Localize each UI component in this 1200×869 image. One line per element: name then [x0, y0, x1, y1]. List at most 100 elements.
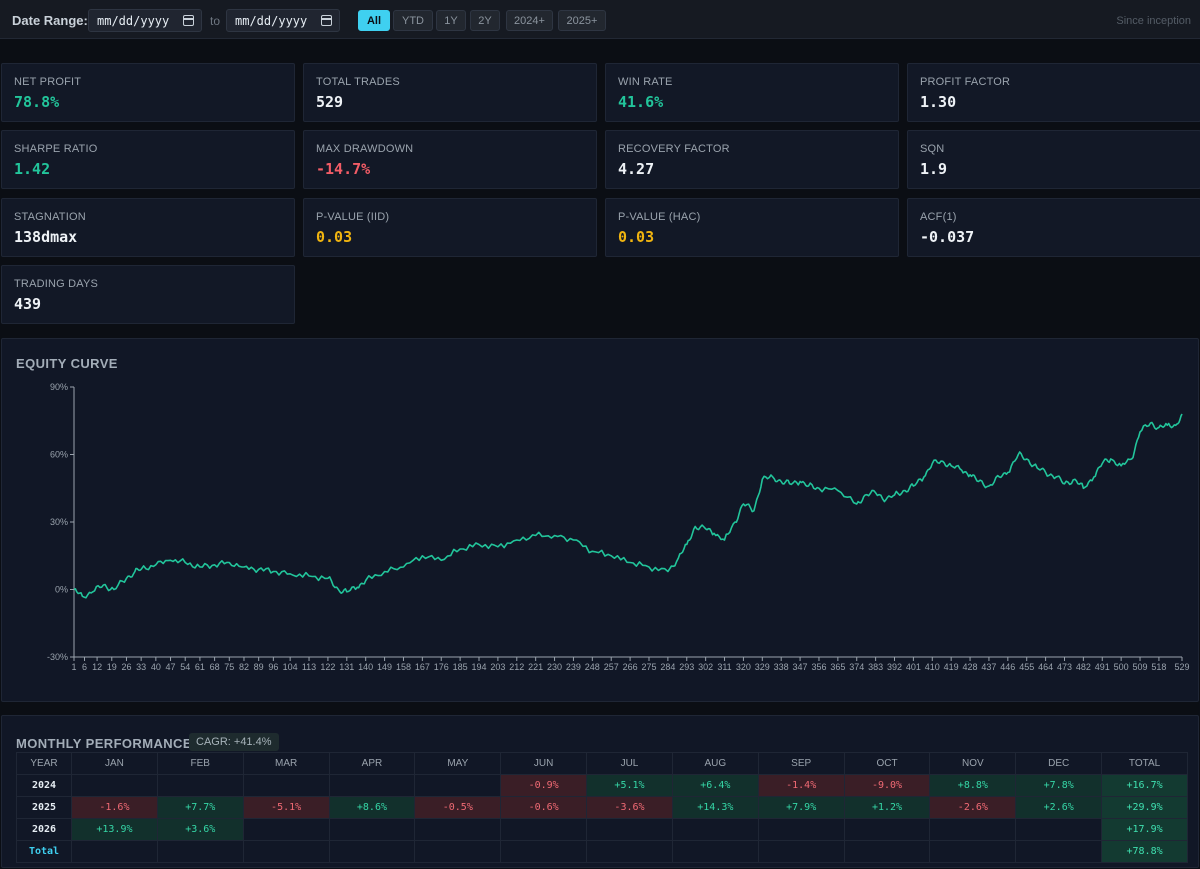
x-tick-label: 61	[195, 662, 205, 672]
x-tick-label: 311	[717, 662, 731, 672]
year-cell: 2025	[16, 796, 72, 819]
metric-value: -14.7%	[316, 160, 371, 178]
equity-curve-chart: 90% 60% 30% 0% -30%1 6 12 19 26 33 40 47 54 61 68 75 82 8…	[47, 382, 1190, 672]
metric-value: 138dmax	[14, 228, 78, 246]
column-header-jun: JUN	[500, 752, 588, 775]
metric-value: 1.30	[920, 93, 957, 111]
column-header-oct: OCT	[843, 752, 931, 775]
x-tick-label: 104	[283, 662, 298, 672]
end-date-placeholder: mm/dd/yyyy	[235, 13, 308, 28]
month-return-cell	[500, 818, 588, 841]
month-return-cell	[843, 818, 931, 841]
month-return-cell: -0.5%	[414, 796, 502, 819]
x-tick-label: 473	[1057, 662, 1072, 672]
empty-cell	[843, 840, 931, 863]
metric-value: 78.8%	[14, 93, 60, 111]
x-tick-label: 419	[944, 662, 959, 672]
month-return-cell	[71, 774, 158, 797]
month-return-cell	[1015, 818, 1103, 841]
metric-card-net-profit: NET PROFIT 78.8%	[1, 63, 295, 122]
x-tick-label: 239	[566, 662, 581, 672]
x-tick-label: 293	[679, 662, 694, 672]
x-tick-label: 500	[1114, 662, 1129, 672]
range-button-2025-plus[interactable]: 2025+	[558, 10, 606, 31]
month-return-cell: -5.1%	[242, 796, 330, 819]
metric-label: SHARPE RATIO	[14, 143, 98, 155]
metric-label: TOTAL TRADES	[316, 76, 400, 88]
x-tick-label: 248	[585, 662, 600, 672]
equity-curve-panel: EQUITY CURVE 90% 60% 30% 0% -30% 1 6 12 19 26 33 40…	[1, 338, 1199, 702]
month-return-cell: -9.0%	[843, 774, 931, 797]
empty-cell	[929, 840, 1017, 863]
column-header-year: YEAR	[16, 752, 72, 775]
month-return-cell	[328, 774, 416, 797]
x-tick-label: 374	[849, 662, 864, 672]
month-return-cell: -1.6%	[71, 796, 158, 819]
x-tick-label: 329	[755, 662, 770, 672]
range-button-all[interactable]: All	[358, 10, 390, 31]
metric-value: 41.6%	[618, 93, 664, 111]
column-header-aug: AUG	[671, 752, 759, 775]
x-tick-label: 392	[887, 662, 902, 672]
x-tick-label: 140	[358, 662, 373, 672]
metric-label: P-VALUE (IID)	[316, 211, 390, 223]
metric-card-sharpe-ratio: SHARPE RATIO 1.42	[1, 130, 295, 189]
x-tick-label: 320	[736, 662, 751, 672]
month-return-cell: +6.4%	[671, 774, 759, 797]
range-button-2024-plus[interactable]: 2024+	[506, 10, 553, 31]
range-button-1y[interactable]: 1Y	[436, 10, 466, 31]
empty-cell	[1015, 840, 1103, 863]
x-tick-label: 356	[811, 662, 826, 672]
start-date-input[interactable]: mm/dd/yyyy	[88, 9, 202, 32]
metric-label: PROFIT FACTOR	[920, 76, 1011, 88]
metric-card-max-drawdown: MAX DRAWDOWN -14.7%	[303, 130, 597, 189]
metric-card-profit-factor: PROFIT FACTOR 1.30	[907, 63, 1200, 122]
metric-card-recovery-factor: RECOVERY FACTOR 4.27	[605, 130, 899, 189]
metric-label: ACF(1)	[920, 211, 957, 223]
month-return-cell	[671, 818, 759, 841]
x-tick-label: 284	[660, 662, 675, 672]
cagr-badge: CAGR: +41.4%	[189, 733, 279, 751]
column-header-dec: DEC	[1015, 752, 1103, 775]
x-tick-label: 437	[981, 662, 996, 672]
x-tick-label: 68	[210, 662, 220, 672]
x-tick-label: 176	[434, 662, 449, 672]
metric-card-trading-days: TRADING DAYS 439	[1, 265, 295, 324]
metric-value: 0.03	[618, 228, 655, 246]
y-tick-label: 0%	[55, 585, 68, 595]
x-tick-label: 131	[339, 662, 354, 672]
metric-card-total-trades: TOTAL TRADES 529	[303, 63, 597, 122]
date-range-toolbar: Date Range: mm/dd/yyyy to mm/dd/yyyy All…	[0, 0, 1200, 39]
column-header-jul: JUL	[586, 752, 673, 775]
end-date-input[interactable]: mm/dd/yyyy	[226, 9, 340, 32]
month-return-cell: +13.9%	[71, 818, 158, 841]
month-return-cell: +7.9%	[757, 796, 845, 819]
month-return-cell: -2.6%	[929, 796, 1017, 819]
x-tick-label: 96	[268, 662, 278, 672]
calendar-icon[interactable]	[183, 15, 194, 26]
metric-label: RECOVERY FACTOR	[618, 143, 730, 155]
x-tick-label: 19	[107, 662, 117, 672]
metric-value: 439	[14, 295, 42, 313]
grand-total-cell: +78.8%	[1101, 840, 1188, 863]
equity-curve-title: EQUITY CURVE	[16, 356, 118, 371]
metric-value: 1.42	[14, 160, 51, 178]
x-tick-label: 428	[963, 662, 978, 672]
x-tick-label: 47	[166, 662, 176, 672]
since-inception-label: Since inception	[1116, 15, 1191, 27]
metric-value: 4.27	[618, 160, 655, 178]
metric-label: WIN RATE	[618, 76, 673, 88]
range-button-2y[interactable]: 2Y	[470, 10, 500, 31]
empty-cell	[414, 840, 502, 863]
month-return-cell: +8.8%	[929, 774, 1017, 797]
x-tick-label: 40	[151, 662, 161, 672]
x-tick-label: 464	[1038, 662, 1053, 672]
calendar-icon[interactable]	[321, 15, 332, 26]
x-tick-label: 338	[774, 662, 789, 672]
range-button-ytd[interactable]: YTD	[393, 10, 433, 31]
month-return-cell	[328, 818, 416, 841]
x-tick-label: 383	[868, 662, 883, 672]
x-tick-label: 529	[1174, 662, 1189, 672]
equity-series-line	[73, 413, 1183, 599]
monthly-performance-title: MONTHLY PERFORMANCE	[16, 736, 192, 751]
